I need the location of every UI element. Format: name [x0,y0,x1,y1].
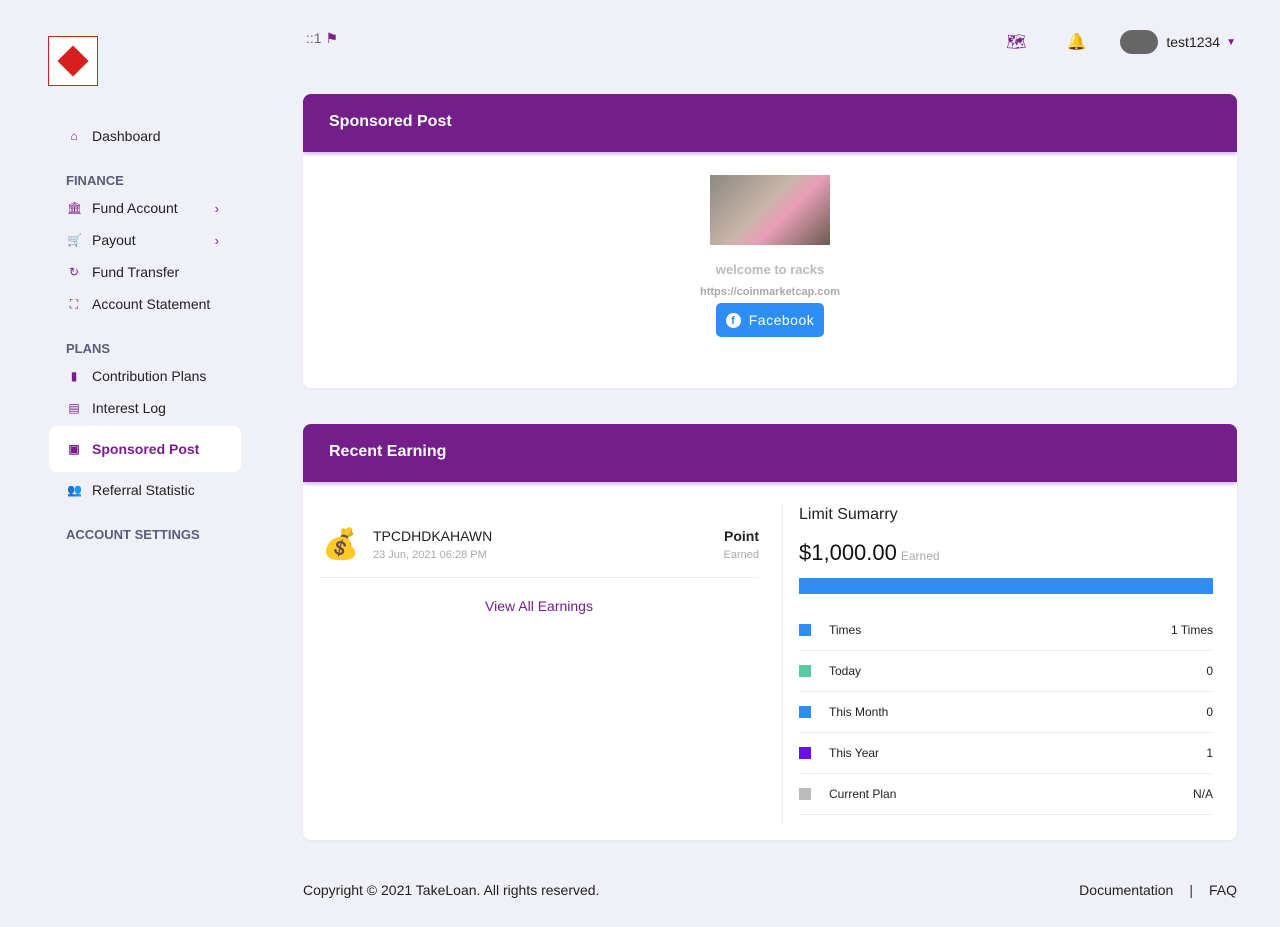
card-title: Sponsored Post [303,94,1237,152]
footer: Copyright © 2021 TakeLoan. All rights re… [303,882,1237,898]
chevron-right-icon[interactable]: › [214,200,219,216]
limit-row: Today 0 [799,651,1213,692]
facebook-icon: f [725,312,741,328]
caret-down-icon[interactable]: ▼ [1226,36,1236,48]
sidebar-item-contribution-plans[interactable]: ▮ Contribution Plans [49,360,241,392]
sidebar-item-label: Dashboard [92,128,161,144]
post-image[interactable] [710,175,830,245]
limit-row: Current Plan N/A [799,774,1213,815]
topbar-counter: ::1 ⚑ [306,30,339,46]
bank-icon: 🏛 [67,201,83,215]
sidebar-item-label: Referral Statistic [92,482,195,498]
sidebar-item-label: Sponsored Post [92,441,200,457]
sidebar-item-label: Contribution Plans [92,368,207,384]
sidebar-item-payout[interactable]: 🛒 Payout › [49,224,241,256]
view-all-earnings-link[interactable]: View All Earnings [485,598,593,614]
sidebar-item-account-statement[interactable]: ⛶ Account Statement [49,288,241,320]
sidebar-item-label: Interest Log [92,400,166,416]
bell-icon[interactable]: 🔔 [1066,34,1087,51]
sidebar: ⌂ Dashboard FINANCE 🏛 Fund Account › 🛒 Payout › ↻… [49,120,241,546]
copyright: Copyright © 2021 TakeLoan. All rights re… [303,882,600,898]
documentation-link[interactable]: Documentation [1079,882,1174,898]
card-title: Recent Earning [303,424,1237,482]
sidebar-item-fund-transfer[interactable]: ↻ Fund Transfer [49,256,241,288]
bar-chart-icon: ▮ [70,369,78,383]
limit-row: Times 1 Times [799,610,1213,651]
log-icon: ▤ [68,401,80,415]
legend-square [799,747,811,759]
sidebar-item-label: Account Statement [92,296,211,312]
chevron-right-icon[interactable]: › [214,232,219,248]
post-title: welcome to racks [715,262,825,277]
limit-progress [799,578,1213,594]
legend-square [799,624,811,636]
limit-title: Limit Sumarry [799,506,898,523]
refresh-icon: ↻ [68,265,80,279]
map-icon[interactable]: 🗺 [1006,34,1027,51]
legend-square [799,788,811,800]
limit-progress-fill [799,578,1213,594]
sidebar-item-label: Fund Account [92,200,178,216]
faq-link[interactable]: FAQ [1208,882,1237,898]
facebook-button[interactable]: f Facebook [715,303,825,337]
logo[interactable] [48,36,98,86]
sidebar-item-label: Fund Transfer [92,264,180,280]
topbar-right: 🗺 🔔 test1234 ▼ [1006,30,1236,54]
sidebar-item-fund-account[interactable]: 🏛 Fund Account › [49,192,241,224]
cart-icon: 🛒 [67,233,82,247]
section-heading: PLANS [66,341,111,356]
limit-amount: $1,000.00 Earned [799,540,940,565]
users-icon: 👥 [67,483,82,497]
limit-row: This Year 1 [799,733,1213,774]
sidebar-item-sponsored-post[interactable]: ▣ Sponsored Post [49,426,241,472]
legend-square [799,706,811,718]
earning-name: TPCDHDKAHAWN [373,528,493,544]
flag-icon[interactable]: ⚑ [325,30,339,46]
sponsored-post-card: Sponsored Post welcome to racks https://… [303,94,1237,388]
legend-square [799,665,811,677]
earning-date: 23 Jun, 2021 06:28 PM [373,549,487,561]
money-hand-icon: 💰 [322,527,360,561]
section-heading: FINANCE [66,173,124,188]
sidebar-item-dashboard[interactable]: ⌂ Dashboard [49,120,241,152]
earning-item: 💰 TPCDHDKAHAWN 23 Jun, 2021 06:28 PM Poin… [319,512,759,578]
home-icon: ⌂ [70,129,78,143]
sidebar-item-label: Payout [92,232,136,248]
earning-type: Point [724,528,759,544]
statement-icon: ⛶ [69,296,79,311]
sidebar-item-interest-log[interactable]: ▤ Interest Log [49,392,241,424]
earning-status: Earned [723,549,759,561]
recent-earning-card: Recent Earning 💰 TPCDHDKAHAWN 23 Jun, 202… [303,424,1237,840]
calendar-icon: ▣ [68,442,80,456]
user-menu[interactable]: test1234 [1166,34,1221,50]
post-url[interactable]: https://coinmarketcap.com [700,286,840,298]
avatar[interactable] [1120,30,1159,54]
limit-row: This Month 0 [799,692,1213,733]
section-heading: ACCOUNT SETTINGS [66,527,200,542]
divider [782,504,783,824]
sidebar-item-referral-statistic[interactable]: 👥 Referral Statistic [49,474,241,506]
